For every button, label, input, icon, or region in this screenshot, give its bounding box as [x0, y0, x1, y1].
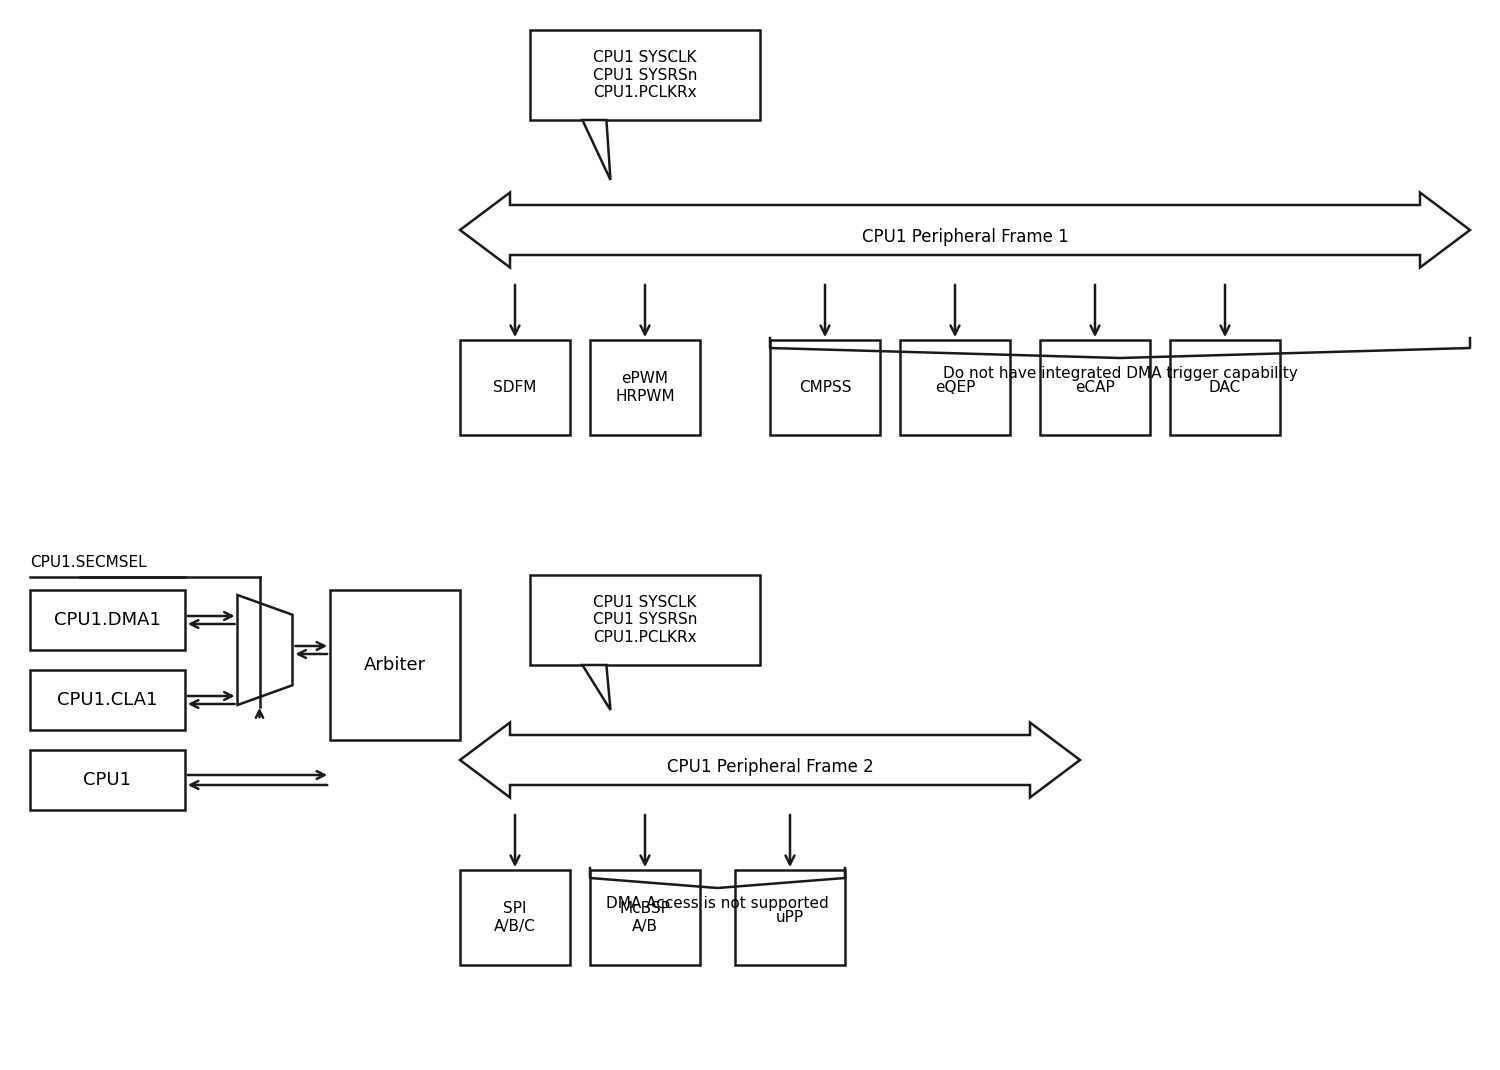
Text: DMA Access is not supported: DMA Access is not supported [606, 896, 830, 911]
Polygon shape [582, 664, 610, 710]
Bar [590, 870, 700, 965]
Bar [460, 870, 570, 965]
Bar [735, 870, 844, 965]
Text: CPU1: CPU1 [84, 771, 132, 789]
Polygon shape [460, 193, 1470, 268]
Bar [590, 340, 700, 435]
Bar [530, 30, 760, 120]
Bar [900, 340, 1010, 435]
Text: CPU1 SYSCLK
CPU1 SYSRSn
CPU1.PCLKRx: CPU1 SYSCLK CPU1 SYSRSn CPU1.PCLKRx [592, 595, 698, 645]
Bar [1040, 340, 1150, 435]
Polygon shape [237, 595, 292, 705]
Text: ePWM
HRPWM: ePWM HRPWM [615, 371, 675, 403]
Text: Do not have integrated DMA trigger capability: Do not have integrated DMA trigger capab… [942, 366, 1298, 381]
Text: CPU1.CLA1: CPU1.CLA1 [57, 691, 158, 709]
Polygon shape [460, 722, 1080, 797]
Text: CPU1 SYSCLK
CPU1 SYSRSn
CPU1.PCLKRx: CPU1 SYSCLK CPU1 SYSRSn CPU1.PCLKRx [592, 50, 698, 100]
Text: CPU1 Peripheral Frame 1: CPU1 Peripheral Frame 1 [861, 229, 1068, 246]
Bar [30, 670, 184, 730]
Bar [770, 340, 880, 435]
Bar [30, 750, 184, 810]
Polygon shape [582, 120, 610, 180]
Text: eCAP: eCAP [1076, 380, 1114, 395]
Text: SPI
A/B/C: SPI A/B/C [494, 901, 536, 934]
Text: eQEP: eQEP [934, 380, 975, 395]
Bar [460, 340, 570, 435]
Text: McBSP
A/B: McBSP A/B [620, 901, 670, 934]
Text: CPU1.SECMSEL: CPU1.SECMSEL [30, 555, 147, 570]
Text: CMPSS: CMPSS [798, 380, 852, 395]
Bar [330, 590, 460, 740]
Text: CPU1 Peripheral Frame 2: CPU1 Peripheral Frame 2 [666, 759, 873, 777]
Text: SDFM: SDFM [494, 380, 537, 395]
Bar [530, 575, 760, 664]
Bar [30, 590, 184, 649]
Text: DAC: DAC [1209, 380, 1240, 395]
Text: uPP: uPP [776, 910, 804, 924]
Bar [1170, 340, 1280, 435]
Text: CPU1.DMA1: CPU1.DMA1 [54, 611, 160, 629]
Text: Arbiter: Arbiter [364, 656, 426, 674]
